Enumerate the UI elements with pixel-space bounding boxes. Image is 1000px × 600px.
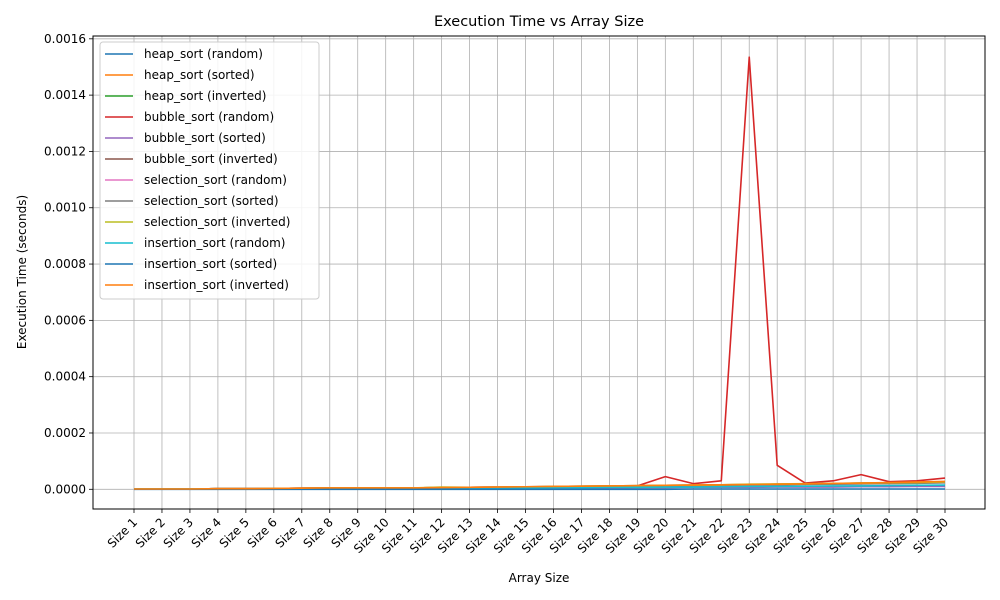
legend-label: heap_sort (random) — [144, 47, 263, 61]
legend-label: bubble_sort (sorted) — [144, 131, 266, 145]
x-axis-label: Array Size — [509, 571, 570, 585]
plot-frame — [92, 35, 986, 510]
y-tick-label: 0.0010 — [44, 201, 86, 215]
legend-label: heap_sort (inverted) — [144, 89, 266, 103]
y-tick-label: 0.0012 — [44, 144, 86, 158]
legend-label: bubble_sort (random) — [144, 110, 274, 124]
x-tick-label: Size 5 — [217, 515, 252, 550]
legend-label: selection_sort (sorted) — [144, 194, 279, 208]
series-lines — [134, 56, 946, 491]
y-tick-label: 0.0006 — [44, 313, 86, 327]
y-tick-label: 0.0000 — [44, 482, 86, 496]
legend-label: selection_sort (inverted) — [144, 215, 290, 229]
y-tick-label: 0.0004 — [44, 370, 86, 384]
x-tick-label: Size 2 — [133, 515, 168, 550]
legend-label: selection_sort (random) — [144, 173, 287, 187]
y-tick-label: 0.0008 — [44, 257, 86, 271]
y-tick-label: 0.0002 — [44, 426, 86, 440]
x-tick-label: Size 1 — [105, 515, 140, 550]
y-axis-ticks: 0.0000 0.0002 0.0004 0.0006 0.0008 0.0010 0.00… — [44, 32, 93, 496]
series-line — [134, 480, 946, 490]
y-axis-label: Execution Time (seconds) — [15, 195, 29, 349]
x-tick-label: Size 3 — [161, 515, 196, 550]
chart-title: Execution Time vs Array Size — [434, 14, 644, 30]
y-tick-label: 0.0014 — [44, 88, 86, 102]
y-tick-label: 0.0016 — [44, 32, 86, 46]
legend-frame — [99, 41, 320, 300]
legend-label: insertion_sort (sorted) — [144, 257, 277, 271]
x-tick-label: Size 6 — [245, 515, 280, 550]
x-tick-label: Size 4 — [189, 515, 224, 550]
legend: heap_sort (random) heap_sort (sorted) heap… — [99, 41, 320, 300]
legend-label: heap_sort (sorted) — [144, 68, 255, 82]
x-tick-label: Size 7 — [272, 515, 307, 550]
x-tick-label: Size 8 — [300, 515, 335, 550]
legend-label: bubble_sort (inverted) — [144, 152, 278, 166]
legend-label: insertion_sort (inverted) — [144, 278, 289, 292]
legend-label: insertion_sort (random) — [144, 236, 285, 250]
